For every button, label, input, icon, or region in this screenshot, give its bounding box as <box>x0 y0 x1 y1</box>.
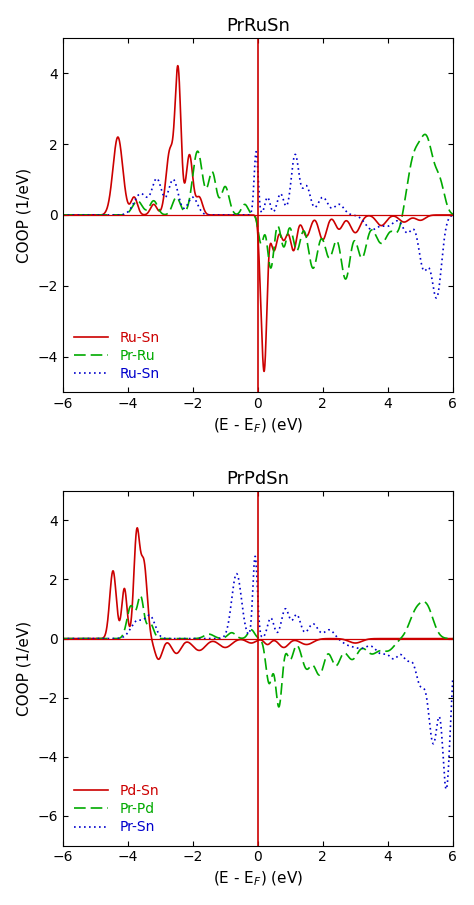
Pr-Sn <box>104 634 110 644</box>
Y-axis label: COOP (1/eV): COOP (1/eV) <box>17 167 32 262</box>
Pd-Sn <box>443 634 448 644</box>
Line: Pr-Sn: Pr-Sn <box>63 557 453 789</box>
Ru-Sn <box>253 147 259 157</box>
Pr-Pd <box>450 634 456 644</box>
Pr-Ru <box>226 193 232 204</box>
Pr-Pd <box>443 633 448 643</box>
Ru-Sn <box>104 203 110 214</box>
Pr-Ru <box>128 205 133 215</box>
Pd-Sn <box>135 522 140 533</box>
Line: Ru-Sn: Ru-Sn <box>63 66 453 371</box>
Pd-Sn <box>401 634 406 644</box>
Ru-Sn <box>443 225 448 236</box>
Pr-Ru <box>422 129 428 139</box>
Line: Pr-Ru: Pr-Ru <box>63 134 453 279</box>
Pd-Sn <box>104 620 110 631</box>
Pr-Pd <box>227 628 232 639</box>
Pr-Pd <box>401 630 406 641</box>
Ru-Sn <box>450 210 456 221</box>
Ru-Sn <box>210 210 215 221</box>
Pd-Sn <box>60 634 65 644</box>
Title: PrPdSn: PrPdSn <box>226 470 289 488</box>
Ru-Sn <box>226 210 232 221</box>
Ru-Sn <box>434 292 439 303</box>
Ru-Sn <box>401 216 406 227</box>
Ru-Sn <box>60 210 65 221</box>
X-axis label: (E - E$_F$) (eV): (E - E$_F$) (eV) <box>212 870 303 889</box>
Pr-Sn <box>226 613 232 624</box>
Line: Pr-Pd: Pr-Pd <box>63 595 453 707</box>
Line: Pd-Sn: Pd-Sn <box>63 528 453 659</box>
Pr-Sn <box>60 634 65 644</box>
Title: PrRuSn: PrRuSn <box>226 16 290 34</box>
Pr-Sn <box>401 652 406 662</box>
Ru-Sn <box>175 61 181 71</box>
Pr-Pd <box>128 601 133 612</box>
Pr-Sn <box>443 781 448 792</box>
Ru-Sn <box>104 210 110 221</box>
Legend: Ru-Sn, Pr-Ru, Ru-Sn: Ru-Sn, Pr-Ru, Ru-Sn <box>70 327 164 386</box>
Pd-Sn <box>450 634 456 644</box>
Pd-Sn <box>155 653 161 664</box>
Ru-Sn <box>401 223 406 233</box>
Pr-Pd <box>210 630 215 641</box>
Ru-Sn <box>261 366 267 376</box>
Pr-Sn <box>443 784 449 795</box>
Pr-Pd <box>276 701 282 712</box>
Pr-Ru <box>450 209 456 220</box>
Pr-Sn <box>210 634 215 644</box>
Pr-Sn <box>128 624 133 634</box>
Pr-Pd <box>60 634 65 644</box>
Line: Ru-Sn: Ru-Sn <box>63 152 453 298</box>
Pr-Ru <box>60 210 65 221</box>
Pr-Sn <box>450 672 456 683</box>
Pr-Ru <box>343 273 348 284</box>
Ru-Sn <box>227 210 232 221</box>
Legend: Pd-Sn, Pr-Pd, Pr-Sn: Pd-Sn, Pr-Pd, Pr-Sn <box>70 780 164 839</box>
Pr-Ru <box>443 194 448 205</box>
Pr-Pd <box>104 634 110 644</box>
Pd-Sn <box>128 620 133 631</box>
Ru-Sn <box>60 210 65 221</box>
Pd-Sn <box>227 641 232 652</box>
Ru-Sn <box>210 210 215 221</box>
Ru-Sn <box>443 210 448 221</box>
Pr-Ru <box>401 205 406 215</box>
Y-axis label: COOP (1/eV): COOP (1/eV) <box>17 621 32 716</box>
Ru-Sn <box>128 197 133 208</box>
Pd-Sn <box>210 636 215 647</box>
Pr-Ru <box>210 167 215 177</box>
X-axis label: (E - E$_F$) (eV): (E - E$_F$) (eV) <box>212 416 303 435</box>
Pr-Pd <box>137 590 143 601</box>
Pr-Sn <box>252 551 258 562</box>
Ru-Sn <box>128 204 133 214</box>
Ru-Sn <box>450 210 456 221</box>
Pr-Ru <box>104 210 110 221</box>
